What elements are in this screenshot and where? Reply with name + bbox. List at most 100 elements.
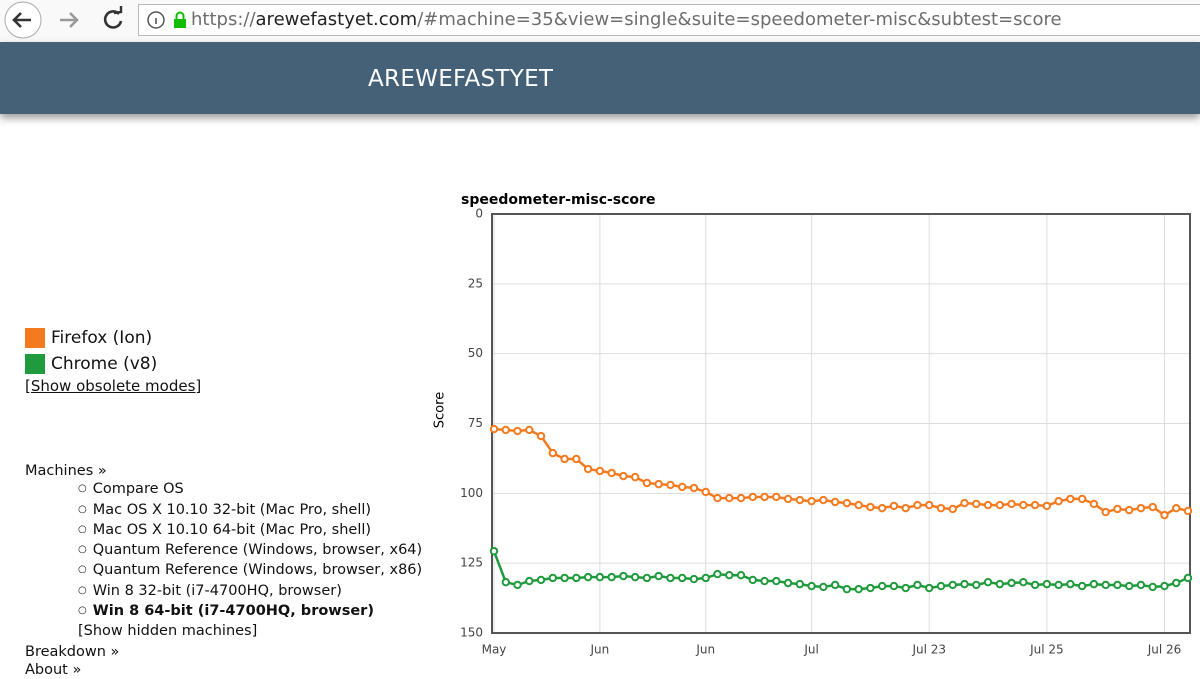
data-point xyxy=(525,425,534,435)
data-point xyxy=(1089,499,1099,509)
data-point xyxy=(489,424,499,434)
data-point xyxy=(536,431,546,441)
data-point xyxy=(1077,494,1087,504)
data-point xyxy=(548,448,558,458)
legend-label: Firefox (Ion) xyxy=(51,328,153,348)
data-point xyxy=(854,500,863,510)
data-point xyxy=(689,483,699,493)
url-scheme: https:// xyxy=(191,9,256,30)
data-point xyxy=(725,493,734,503)
y-axis-label: Score xyxy=(433,392,448,428)
x-tick-label: Jul 26 xyxy=(1147,643,1182,657)
data-point xyxy=(725,570,734,580)
machine-item[interactable]: Compare OS xyxy=(78,480,422,500)
data-point xyxy=(960,579,969,589)
data-point xyxy=(772,492,781,502)
data-point xyxy=(1172,503,1181,513)
data-point xyxy=(607,468,616,478)
data-point xyxy=(1030,580,1040,590)
data-point xyxy=(1101,580,1110,590)
y-tick-label: 50 xyxy=(468,346,483,360)
data-point xyxy=(960,498,969,508)
reload-button[interactable] xyxy=(103,10,123,29)
machine-item[interactable]: Quantum Reference (Windows, browser, x64… xyxy=(78,541,422,561)
machine-item[interactable]: Win 8 64-bit (i7-4700HQ, browser) xyxy=(78,602,422,622)
data-point xyxy=(513,580,522,590)
machine-item[interactable]: Mac OS X 10.10 64-bit (Mac Pro, shell) xyxy=(78,521,422,541)
y-tick-label: 75 xyxy=(468,416,483,430)
data-point xyxy=(760,576,769,586)
site-title[interactable]: AREWEFASTYET xyxy=(368,66,554,92)
data-point xyxy=(666,573,675,583)
data-point xyxy=(1007,578,1016,588)
data-point xyxy=(983,577,993,587)
info-icon xyxy=(147,11,165,29)
data-point xyxy=(983,500,993,510)
forward-button[interactable] xyxy=(60,12,79,28)
machine-item[interactable]: Quantum Reference (Windows, browser, x86… xyxy=(78,561,422,581)
data-point xyxy=(1019,577,1028,587)
data-point xyxy=(630,472,640,482)
data-point xyxy=(948,580,957,590)
data-point xyxy=(513,426,522,436)
data-point xyxy=(995,500,1004,510)
data-point xyxy=(572,454,581,464)
data-point xyxy=(1054,580,1063,590)
data-point xyxy=(1066,579,1075,589)
chart-title: speedometer-misc-score xyxy=(461,192,655,208)
data-point xyxy=(642,573,652,583)
data-point xyxy=(819,495,828,505)
data-point xyxy=(830,580,840,590)
data-point xyxy=(1183,573,1193,583)
machine-item[interactable]: Mac OS X 10.10 32-bit (Mac Pro, shell) xyxy=(78,501,422,521)
data-point xyxy=(772,576,781,586)
show-obsolete-link[interactable]: [Show obsolete modes] xyxy=(25,377,202,395)
data-point xyxy=(595,466,605,476)
data-point xyxy=(901,583,910,593)
machine-item[interactable]: [Show hidden machines] xyxy=(78,623,258,640)
legend-entry[interactable]: Chrome (v8) xyxy=(25,351,201,377)
data-point xyxy=(642,478,652,488)
address-bar[interactable]: https://arewefastyet.com/#machine=35&vie… xyxy=(138,4,1200,36)
machines-heading[interactable]: Machines » xyxy=(25,463,107,479)
site-header: AREWEFASTYET xyxy=(0,42,1200,114)
data-point xyxy=(713,569,722,579)
data-point xyxy=(925,583,934,593)
data-point xyxy=(948,504,957,514)
data-point xyxy=(560,573,569,583)
machine-item[interactable]: Win 8 32-bit (i7-4700HQ, browser) xyxy=(78,582,422,602)
data-point xyxy=(807,496,816,506)
url-host: arewefastyet.com xyxy=(255,9,418,30)
data-point xyxy=(1077,581,1087,591)
data-point xyxy=(1054,496,1063,506)
data-point xyxy=(1066,494,1075,504)
data-point xyxy=(936,581,946,591)
data-point xyxy=(842,498,852,508)
data-point xyxy=(654,571,663,581)
data-point xyxy=(607,572,616,582)
legend-swatch xyxy=(25,328,45,348)
data-point xyxy=(783,494,793,504)
data-point xyxy=(854,584,863,594)
data-point xyxy=(536,575,546,585)
y-tick-label: 25 xyxy=(468,276,483,290)
data-point xyxy=(501,577,510,587)
data-point xyxy=(1113,580,1122,590)
y-tick-label: 150 xyxy=(460,626,483,640)
y-tick-label: 0 xyxy=(475,207,483,221)
browser-toolbar: https://arewefastyet.com/#machine=35&vie… xyxy=(0,0,1200,43)
data-point xyxy=(1136,503,1146,513)
data-point xyxy=(760,492,769,502)
y-tick-label: 100 xyxy=(460,486,483,500)
legend-entry[interactable]: Firefox (Ion) xyxy=(25,325,201,351)
x-tick-label: Jun xyxy=(695,643,715,657)
data-point xyxy=(1042,501,1052,511)
machine-list: Compare OSMac OS X 10.10 32-bit (Mac Pro… xyxy=(25,480,422,642)
legend-label: Chrome (v8) xyxy=(51,354,158,374)
breakdown-link[interactable]: Breakdown » xyxy=(25,643,120,660)
data-point xyxy=(842,584,852,594)
data-point xyxy=(1124,505,1134,515)
data-point xyxy=(560,454,569,464)
data-point xyxy=(972,499,981,509)
